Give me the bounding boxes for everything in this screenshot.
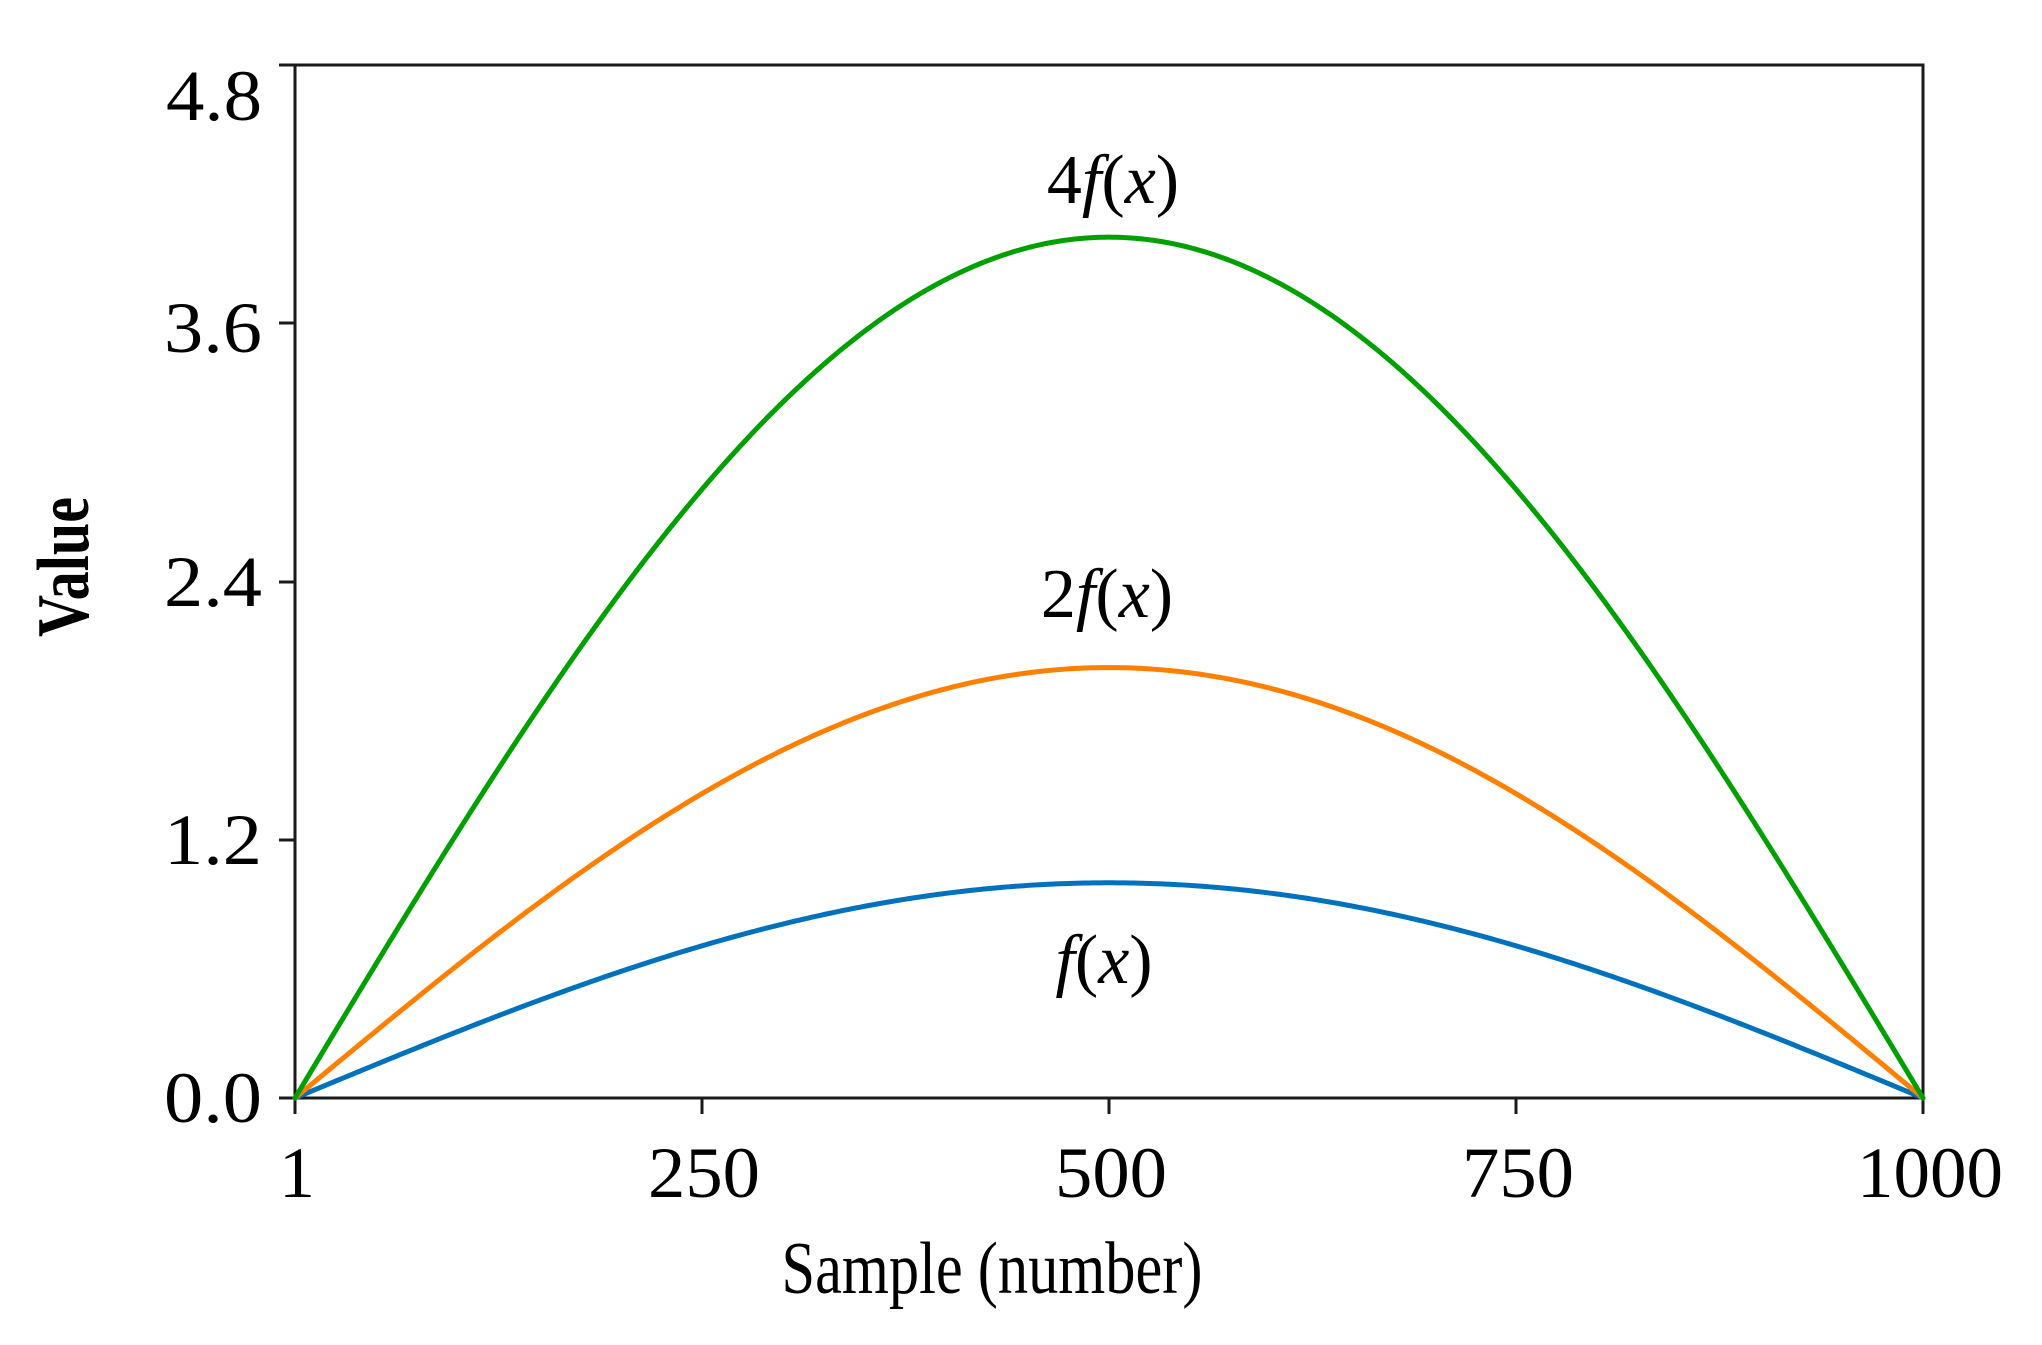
x-tick-label: 1000 bbox=[1857, 1133, 2003, 1213]
y-tick-label: 2.4 bbox=[164, 542, 262, 622]
y-axis-ticks bbox=[279, 63, 295, 1100]
x-axis-tick-labels: 1 250 500 750 1000 bbox=[279, 1133, 2003, 1213]
x-tick-label: 500 bbox=[1055, 1133, 1167, 1213]
y-tick-label: 4.8 bbox=[166, 56, 262, 136]
series-line-4f bbox=[292, 234, 1926, 1101]
annotation-2f: 2f(x) bbox=[1041, 556, 1173, 633]
x-axis-label: Sample (number) bbox=[782, 1228, 1203, 1310]
series-curves bbox=[292, 234, 1926, 1101]
x-tick-label: 1 bbox=[279, 1133, 315, 1213]
y-axis-tick-labels: 0.0 1.2 2.4 3.6 4.8 bbox=[164, 56, 262, 1138]
annotation-f: f(x) bbox=[1055, 922, 1152, 999]
series-line-f bbox=[292, 880, 1926, 1101]
y-tick-label: 3.6 bbox=[164, 288, 262, 368]
x-tick-label: 250 bbox=[648, 1133, 760, 1213]
x-axis-ticks bbox=[293, 1098, 1925, 1114]
series-line-2f bbox=[292, 665, 1926, 1101]
y-tick-label: 0.0 bbox=[164, 1058, 262, 1138]
y-axis-label: Value bbox=[23, 497, 105, 637]
x-tick-label: 750 bbox=[1462, 1133, 1574, 1213]
y-tick-label: 1.2 bbox=[164, 800, 262, 880]
annotation-4f: 4f(x) bbox=[1047, 142, 1179, 219]
